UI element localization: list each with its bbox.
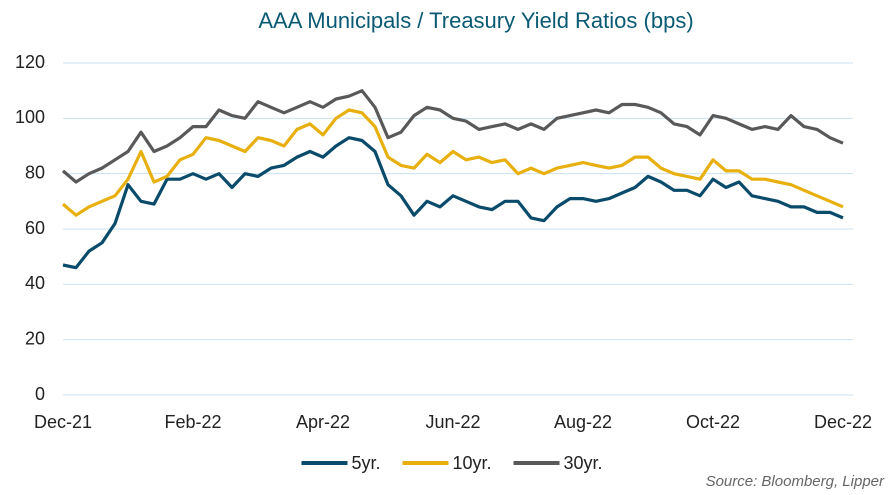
y-tick-label: 60 [25,218,45,238]
x-tick-label: Dec-22 [814,412,872,432]
chart-title: AAA Municipals / Treasury Yield Ratios (… [258,8,693,33]
y-tick-label: 40 [25,273,45,293]
y-tick-label: 0 [35,384,45,404]
x-tick-label: Oct-22 [686,412,740,432]
legend-label: 30yr. [564,453,603,473]
x-tick-label: Feb-22 [164,412,221,432]
y-tick-label: 120 [15,52,45,72]
x-tick-label: Dec-21 [34,412,92,432]
series-line [62,136,844,270]
x-tick-label: Aug-22 [554,412,612,432]
source-note: Source: Bloomberg, Lipper [706,473,885,490]
y-tick-label: 80 [25,162,45,182]
series-line [61,89,844,184]
series-line [61,108,844,217]
y-tick-label: 20 [25,328,45,348]
x-tick-label: Jun-22 [425,412,480,432]
legend-label: 10yr. [452,453,491,473]
x-tick-label: Apr-22 [296,412,350,432]
legend-label: 5yr. [351,453,380,473]
y-tick-label: 100 [15,107,45,127]
